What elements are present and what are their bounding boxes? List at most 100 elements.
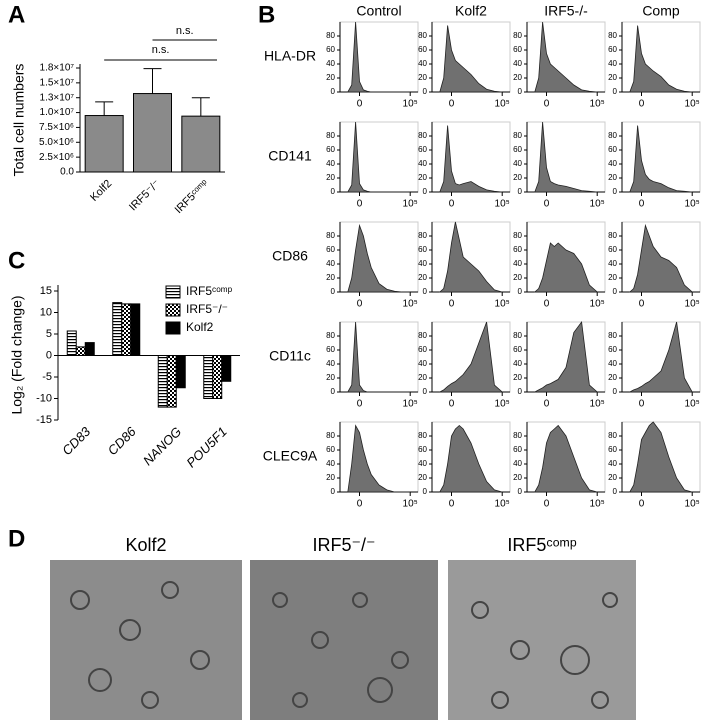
row-label: CD11c	[269, 348, 311, 364]
y-tick-label: 0	[331, 287, 336, 296]
histogram	[347, 424, 411, 493]
y-tick-label: 60	[608, 445, 617, 454]
y-tick-label: 40	[608, 459, 617, 468]
y-tick-label: 20	[513, 73, 522, 82]
y-tick-label: 80	[513, 231, 522, 240]
y-tick-label: 80	[513, 131, 522, 140]
row-label: CD86	[272, 248, 308, 264]
y-tick-label: 60	[326, 445, 335, 454]
x-tick-label: IRF5⁻/⁻	[127, 178, 163, 214]
row-label: CLEC9A	[263, 448, 318, 464]
y-tick-label: 0	[331, 387, 336, 396]
y-tick-label: 40	[513, 359, 522, 368]
histogram	[347, 223, 411, 293]
y-tick-label: 0	[331, 487, 336, 496]
y-tick-label: 5.0×10⁶	[39, 137, 74, 148]
histogram	[438, 221, 503, 293]
bar	[84, 342, 95, 357]
y-tick-label: 7.5×10⁶	[39, 122, 74, 133]
y-tick-label: 0	[423, 87, 428, 96]
bar	[203, 355, 214, 399]
y-tick-label: 40	[418, 459, 427, 468]
y-tick-label: 60	[608, 345, 617, 354]
y-tick-label: 80	[418, 131, 427, 140]
y-tick-label: -15	[36, 414, 52, 426]
y-tick-label: 0	[423, 187, 428, 196]
x-tick-label: 10⁵	[495, 399, 510, 410]
y-tick-label: 0	[613, 187, 618, 196]
y-tick-label: 20	[608, 473, 617, 482]
legend-label: Kolf2	[186, 320, 214, 334]
row-label: HLA-DR	[264, 48, 316, 64]
x-tick-label: 10⁵	[590, 99, 605, 110]
y-tick-label: 20	[326, 473, 335, 482]
x-tick-label: 10⁵	[495, 299, 510, 310]
histogram	[629, 25, 693, 93]
x-tick-label: 10⁵	[685, 199, 700, 210]
y-tick-label: -10	[36, 392, 52, 404]
panel-letter: C	[8, 247, 25, 274]
y-tick-label: 0	[331, 187, 336, 196]
column-header: Kolf2	[455, 3, 487, 19]
x-tick-label: 0	[639, 399, 645, 410]
annotation: n.s.	[176, 25, 194, 37]
y-tick-label: 60	[608, 145, 617, 154]
legend-label: IRF5⁻/⁻	[186, 302, 228, 316]
y-axis-label: Total cell numbers	[11, 64, 27, 177]
y-tick-label: 80	[608, 31, 617, 40]
y-tick-label: 80	[326, 431, 335, 440]
legend-swatch	[165, 321, 181, 335]
y-tick-label: 20	[418, 173, 427, 182]
panel-letter: B	[258, 1, 275, 28]
histogram	[347, 21, 411, 93]
x-tick-label: 10⁵	[403, 99, 418, 110]
x-tick-label: 0	[357, 399, 363, 410]
y-axis-label: Log₂ (Fold change)	[9, 295, 25, 414]
micrograph	[50, 560, 242, 720]
micrographs	[50, 560, 636, 720]
bar	[221, 355, 232, 382]
y-tick-label: 20	[418, 273, 427, 282]
x-tick-label: 0	[449, 99, 455, 110]
x-tick-label: 10⁵	[403, 499, 418, 510]
y-tick-label: 0	[331, 87, 336, 96]
y-tick-label: 20	[418, 473, 427, 482]
y-tick-label: 20	[608, 173, 617, 182]
x-tick-label: 0	[544, 399, 550, 410]
y-tick-label: 40	[418, 259, 427, 268]
y-tick-label: 0	[423, 287, 428, 296]
y-tick-label: 60	[608, 45, 617, 54]
bar	[130, 303, 141, 356]
y-tick-label: 80	[608, 431, 617, 440]
y-tick-label: 0	[613, 387, 618, 396]
y-tick-label: 60	[418, 145, 427, 154]
y-tick-label: 60	[326, 345, 335, 354]
y-tick-label: 80	[608, 231, 617, 240]
histogram	[347, 321, 411, 393]
y-tick-label: 60	[513, 445, 522, 454]
x-tick-label: 10⁵	[495, 499, 510, 510]
y-tick-label: 20	[608, 273, 617, 282]
bar	[84, 115, 124, 173]
x-tick-label: 0	[544, 499, 550, 510]
y-tick-label: 60	[513, 145, 522, 154]
y-tick-label: 40	[608, 359, 617, 368]
y-tick-label: 0.0	[60, 167, 74, 178]
column-header: IRF5-/-	[544, 3, 588, 19]
y-tick-label: 20	[418, 373, 427, 382]
annotation: n.s.	[152, 44, 170, 56]
y-tick-label: 40	[326, 159, 335, 168]
histogram	[534, 21, 598, 93]
x-tick-label: 0	[544, 299, 550, 310]
x-tick-label: 10⁵	[403, 199, 418, 210]
y-tick-label: 40	[418, 159, 427, 168]
y-tick-label: 20	[513, 273, 522, 282]
y-tick-label: 60	[326, 245, 335, 254]
histogram	[534, 121, 598, 193]
y-tick-label: 0	[613, 287, 618, 296]
bar	[212, 355, 223, 399]
y-tick-label: 0	[518, 387, 523, 396]
y-tick-label: -5	[42, 371, 52, 383]
x-tick-label: 0	[449, 499, 455, 510]
x-tick-label: 0	[639, 299, 645, 310]
